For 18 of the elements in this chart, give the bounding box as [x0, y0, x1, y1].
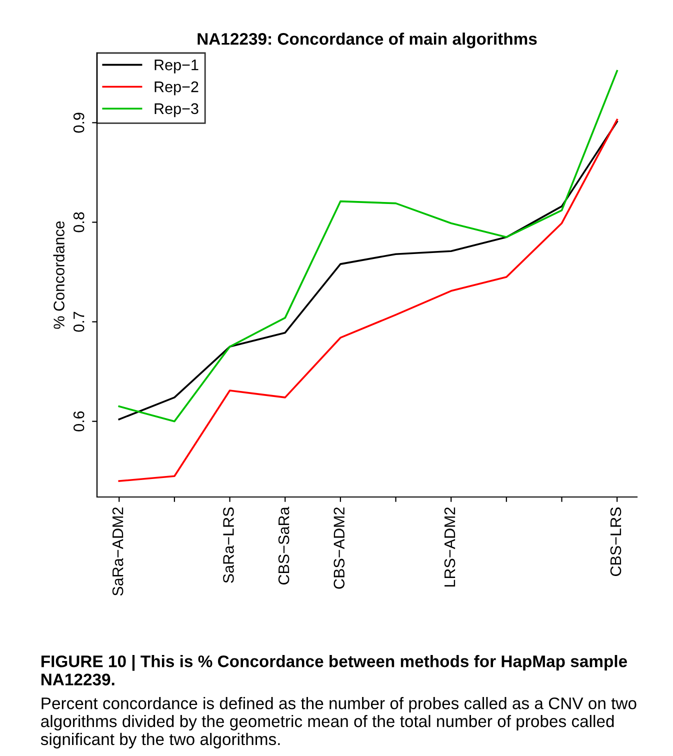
legend-label: Rep−3 [154, 103, 198, 118]
caption: FIGURE 10 | This is % Concordance between methods for HapMap sample NA12239. [41, 655, 627, 686]
legend-label: Rep−2 [154, 81, 198, 96]
y-tick-label: 0.8 [73, 212, 84, 232]
x-tick-label: SaRa−LRS [223, 507, 234, 583]
y-tick-label: 0.7 [73, 312, 84, 332]
x-tick-label: CBS−ADM2 [334, 507, 345, 589]
x-tick-label: CBS−LRS [610, 507, 622, 576]
x-tick-label: CBS−SaRa [278, 506, 290, 584]
x-tick-label: SaRa−ADM2 [112, 507, 124, 596]
y-tick-label: 0.6 [73, 411, 84, 432]
y-axis-title: % Concordance [53, 221, 64, 329]
x-tick-label: LRS−ADM2 [444, 507, 456, 587]
line-series [118, 118, 618, 482]
y-tick-label: 0.9 [73, 112, 84, 133]
legend-label: Rep−1 [154, 60, 198, 74]
chart-title: NA12239: Concordance of main algorithms [198, 32, 537, 48]
text: Percent concordance is defined as the number of probes called as a CNV on two algorithms divided by the geometric mean of the total number of probes called significant by the two algorithms. [40, 697, 636, 748]
